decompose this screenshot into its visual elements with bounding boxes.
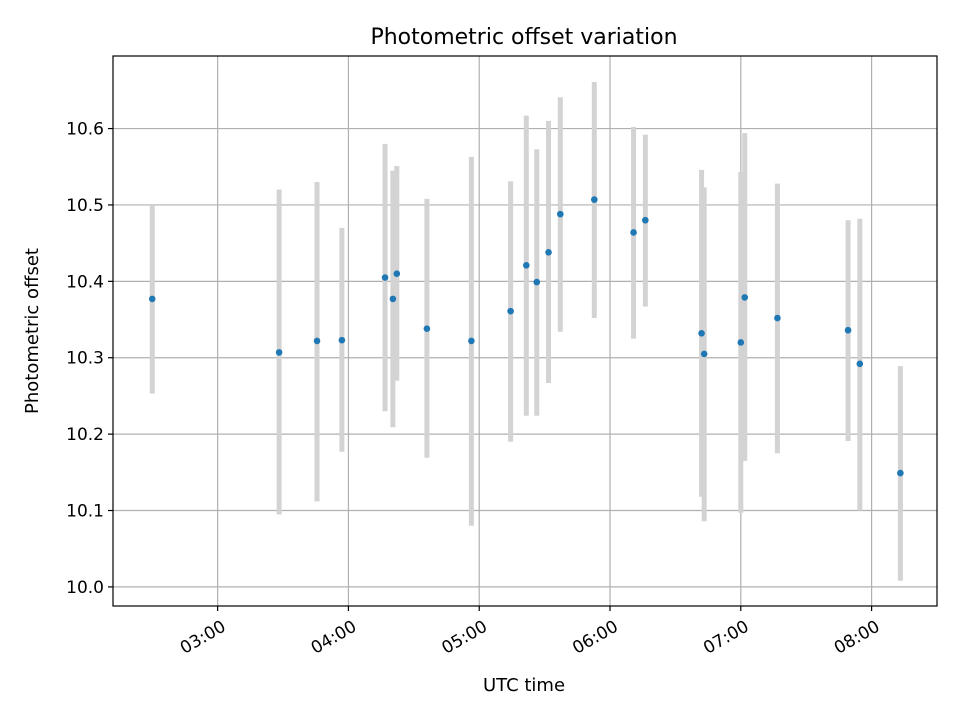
plot-frame	[112, 55, 938, 607]
data-point	[338, 336, 346, 344]
data-point	[468, 337, 475, 345]
data-point	[557, 210, 564, 218]
data-point	[897, 469, 904, 477]
data-point	[423, 325, 431, 333]
data-point	[591, 196, 598, 203]
y-tick-label: 10.4	[66, 272, 104, 292]
y-tick-label: 10.2	[66, 425, 104, 445]
data-point	[381, 274, 389, 281]
data-point	[856, 360, 864, 368]
data-point	[148, 295, 156, 303]
data-point	[545, 249, 552, 256]
data-point	[700, 350, 708, 358]
data-point	[737, 339, 745, 346]
chart-title: Photometric offset variation	[370, 25, 677, 50]
data-point	[275, 349, 283, 356]
data-point	[642, 216, 649, 224]
data-point	[533, 278, 541, 286]
data-points	[148, 196, 904, 477]
data-point	[393, 270, 401, 278]
data-point	[389, 295, 397, 303]
y-axis-label: Photometric offset	[22, 248, 43, 414]
y-tick-label: 10.0	[66, 578, 104, 598]
data-point	[523, 262, 530, 269]
y-axis-ticks: 10.0 10.1 10.2 10.3 10.4 10.5 10.6	[66, 120, 113, 598]
data-point	[741, 294, 749, 301]
data-point	[774, 314, 781, 322]
y-tick-label: 10.1	[66, 502, 104, 522]
data-point	[698, 329, 705, 337]
data-point	[630, 229, 637, 236]
data-point	[844, 326, 852, 334]
y-tick-label: 10.3	[66, 349, 104, 369]
x-axis-label: UTC time	[483, 675, 565, 696]
data-point	[507, 307, 514, 315]
y-tick-label: 10.5	[66, 196, 104, 216]
data-point	[313, 337, 321, 345]
y-tick-label: 10.6	[66, 120, 104, 140]
